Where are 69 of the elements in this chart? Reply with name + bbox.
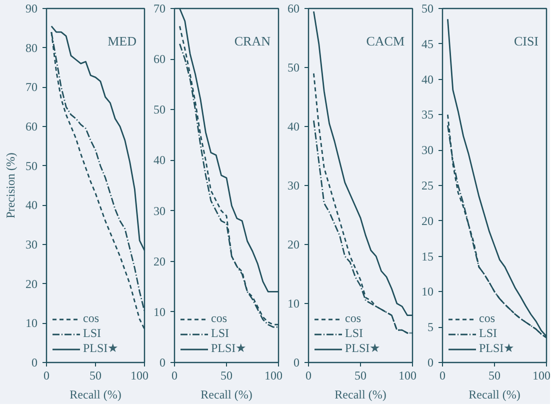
x-tick-label: 100 <box>130 368 148 382</box>
y-tick-label: 10 <box>154 304 166 319</box>
y-tick-label: 0 <box>294 356 300 370</box>
legend-label: PLSI★ <box>345 341 381 356</box>
x-tick-label: 50 <box>488 368 500 382</box>
x-axis-title: Recall (%) <box>200 388 252 402</box>
x-tick-label: 0 <box>172 368 178 382</box>
y-tick-label: 50 <box>26 158 38 173</box>
annotation: CISI <box>514 34 539 48</box>
x-tick-label: 0 <box>440 368 446 382</box>
y-tick-label: 30 <box>154 204 166 218</box>
y-tick-label: 40 <box>154 153 166 168</box>
y-tick-label: 40 <box>26 198 38 212</box>
legend-label: cos <box>211 311 228 326</box>
y-tick-label: 10 <box>422 284 434 299</box>
x-tick-label: 100 <box>532 368 550 382</box>
legend-label: LSI <box>479 326 498 341</box>
legend-label: cos <box>83 311 100 326</box>
x-tick-label: 0 <box>306 368 312 382</box>
x-axis-title: Recall (%) <box>334 388 386 402</box>
y-tick-label: 30 <box>288 178 300 192</box>
y-tick-label: 80 <box>26 40 38 55</box>
y-tick-label: 35 <box>422 108 434 122</box>
y-axis-title: Precision (%) <box>4 152 18 218</box>
y-tick-label: 50 <box>154 102 166 117</box>
y-tick-label: 20 <box>422 214 434 228</box>
legend-label: LSI <box>345 326 364 341</box>
x-tick-label: 50 <box>354 368 366 382</box>
legend-label: PLSI★ <box>83 341 119 356</box>
y-tick-label: 20 <box>288 238 300 252</box>
y-tick-label: 40 <box>422 72 434 86</box>
legend-label: cos <box>345 311 362 326</box>
y-tick-label: 10 <box>26 316 38 330</box>
y-tick-label: 0 <box>32 356 38 370</box>
y-tick-label: 45 <box>422 36 434 51</box>
y-tick-label: 70 <box>26 80 38 94</box>
annotation: CACM <box>366 34 405 48</box>
y-tick-label: 60 <box>288 2 300 16</box>
y-tick-label: 60 <box>26 120 38 134</box>
y-tick-label: 0 <box>160 356 166 370</box>
x-tick-label: 0 <box>44 368 50 382</box>
y-tick-label: 20 <box>154 254 166 268</box>
y-tick-label: 15 <box>422 249 434 264</box>
x-axis-title: Recall (%) <box>468 388 520 402</box>
y-tick-label: 20 <box>26 276 38 291</box>
y-tick-label: 10 <box>288 296 300 310</box>
y-tick-label: 90 <box>26 2 38 16</box>
y-tick-label: 25 <box>422 178 434 192</box>
legend-label: PLSI★ <box>211 341 247 356</box>
x-tick-label: 50 <box>90 368 102 382</box>
x-axis-title: Recall (%) <box>70 388 122 402</box>
y-tick-label: 70 <box>154 2 166 16</box>
x-tick-label: 100 <box>398 368 416 382</box>
x-tick-label: 100 <box>264 368 282 382</box>
y-tick-label: 30 <box>26 238 38 252</box>
legend-label: cos <box>479 311 496 326</box>
y-tick-label: 30 <box>422 143 434 158</box>
legend-label: LSI <box>211 326 230 341</box>
y-tick-label: 60 <box>154 52 166 66</box>
y-tick-label: 5 <box>428 320 434 334</box>
x-tick-label: 50 <box>220 368 232 382</box>
y-tick-label: 50 <box>288 60 300 74</box>
y-tick-label: 40 <box>288 120 300 134</box>
annotation: CRAN <box>234 34 272 48</box>
legend-label: PLSI★ <box>479 341 515 356</box>
y-tick-label: 50 <box>422 2 434 16</box>
y-tick-label: 0 <box>428 356 434 370</box>
legend-label: LSI <box>83 326 102 341</box>
annotation: MED <box>108 34 136 48</box>
